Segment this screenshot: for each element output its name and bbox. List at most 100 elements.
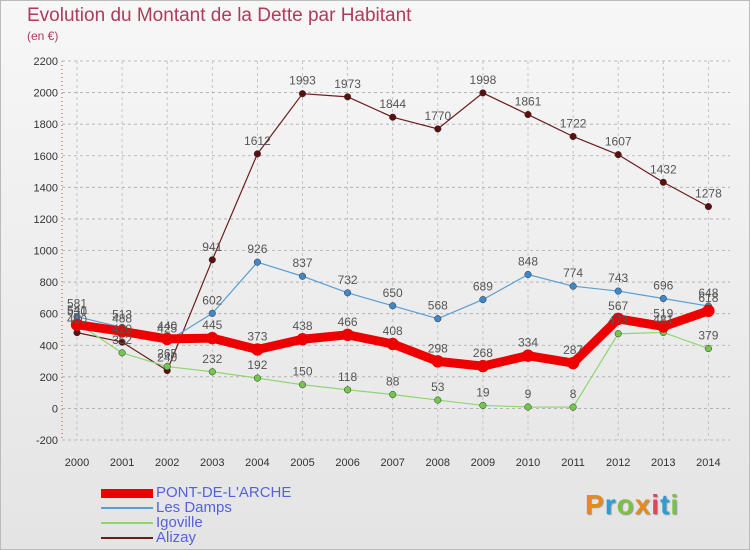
data-label-les-damps: 926: [247, 242, 267, 256]
y-tick-label: 200: [40, 372, 58, 384]
data-point-pont-de-l-arche: [566, 356, 580, 370]
data-label-les-damps: 689: [473, 280, 493, 294]
data-point-les-damps: [434, 315, 442, 323]
data-label-les-damps: 743: [608, 271, 628, 285]
data-label-pont-de-l-arche: 268: [473, 346, 493, 360]
data-point-pont-de-l-arche: [431, 355, 445, 368]
legend-item: Les Damps: [101, 499, 361, 516]
data-point-les-damps: [298, 272, 307, 280]
legend-item: Igoville: [101, 514, 361, 531]
x-tick-label: 2008: [426, 457, 450, 469]
legend-swatch: [101, 488, 153, 498]
series-layer: [70, 89, 715, 411]
data-point-les-damps: [569, 282, 577, 290]
data-label-pont-de-l-arche: 298: [428, 341, 448, 355]
data-point-les-damps: [208, 309, 216, 317]
data-label-les-damps: 650: [383, 286, 403, 300]
data-label-alizay: 1607: [605, 135, 632, 149]
data-point-pont-de-l-arche: [702, 304, 715, 318]
data-point-alizay: [253, 150, 261, 158]
data-point-igoville: [524, 403, 532, 411]
data-label-les-damps: 513: [112, 307, 132, 321]
y-tick-label: 1800: [34, 119, 58, 131]
data-point-alizay: [659, 178, 667, 186]
data-point-les-damps: [659, 294, 667, 303]
data-point-pont-de-l-arche: [611, 312, 625, 326]
data-point-igoville: [208, 368, 216, 376]
data-label-alizay: 240: [157, 351, 177, 365]
data-point-les-damps: [253, 258, 261, 266]
data-label-pont-de-l-arche: 445: [202, 318, 222, 332]
data-label-igoville: 118: [338, 370, 357, 384]
data-point-pont-de-l-arche: [657, 320, 670, 333]
data-point-alizay: [298, 90, 307, 98]
data-label-pont-de-l-arche: 373: [247, 330, 267, 344]
data-point-pont-de-l-arche: [296, 332, 309, 346]
data-label-les-damps: 774: [563, 266, 583, 280]
data-label-les-damps: 602: [202, 293, 222, 307]
data-point-alizay: [389, 113, 397, 121]
y-tick-label: 600: [40, 309, 58, 321]
data-point-alizay: [479, 89, 487, 97]
data-point-pont-de-l-arche: [115, 325, 129, 338]
y-tick-label: 0: [52, 403, 58, 415]
legend-label: Les Damps: [156, 499, 232, 516]
data-label-les-damps: 696: [653, 279, 673, 293]
x-tick-label: 2003: [200, 457, 224, 469]
data-point-igoville: [253, 374, 261, 382]
chart-unit-label: (en €): [27, 29, 59, 43]
data-label-alizay: 420: [112, 322, 132, 336]
x-tick-label: 2002: [155, 457, 179, 469]
data-point-pont-de-l-arche: [341, 328, 354, 342]
data-label-alizay: 1770: [424, 109, 451, 123]
x-tick-label: 2006: [335, 457, 359, 469]
y-tick-label: 2000: [34, 88, 58, 100]
data-point-alizay: [614, 151, 622, 159]
y-tick-label: 1600: [34, 151, 58, 163]
y-tick-label: 1000: [34, 246, 58, 258]
data-label-igoville: 481: [653, 312, 673, 326]
data-point-alizay: [344, 93, 352, 101]
data-point-alizay: [434, 125, 442, 133]
data-label-igoville: 379: [698, 329, 718, 343]
chart-title: Evolution du Montant de la Dette par Hab…: [27, 5, 412, 26]
y-tick-label: 1400: [34, 182, 58, 194]
data-point-igoville: [344, 386, 352, 394]
data-label-alizay: 1844: [379, 97, 406, 111]
data-point-igoville: [614, 330, 622, 338]
data-label-alizay: 1432: [650, 162, 677, 176]
data-point-igoville: [569, 403, 577, 411]
data-point-igoville: [118, 349, 126, 357]
data-label-alizay: 1278: [695, 187, 722, 201]
data-label-igoville: 352: [112, 333, 132, 347]
data-label-igoville: 9: [525, 387, 532, 401]
x-tick-label: 2001: [110, 457, 134, 469]
data-label-pont-de-l-arche: 440: [157, 319, 177, 333]
x-tick-label: 2014: [696, 457, 720, 469]
data-label-pont-de-l-arche: 408: [383, 324, 403, 338]
data-point-pont-de-l-arche: [386, 337, 399, 351]
proxiti-logo: Proxiti: [585, 489, 680, 520]
data-point-alizay: [118, 338, 126, 346]
legend-swatch: [101, 507, 153, 509]
data-point-igoville: [389, 390, 397, 399]
data-point-alizay: [208, 256, 216, 264]
legend-label: Igoville: [156, 514, 203, 531]
data-label-alizay: 1993: [289, 74, 316, 88]
data-label-les-damps: 837: [292, 256, 312, 270]
x-tick-label: 2013: [651, 457, 675, 469]
data-point-les-damps: [479, 296, 487, 304]
legend: PONT-DE-L'ARCHE Les Damps Igoville Alizay: [101, 484, 361, 546]
data-label-pont-de-l-arche: 519: [653, 306, 673, 320]
data-point-igoville: [434, 396, 442, 404]
legend-swatch: [101, 522, 153, 524]
data-label-les-damps: 648: [698, 286, 718, 300]
y-axis-ticks: -200 0 200 400 600 800 1000 1200 1400 1600 1800 200…: [34, 56, 58, 447]
data-label-les-damps: 581: [67, 297, 87, 311]
y-tick-label: -200: [36, 435, 58, 447]
y-tick-label: 2200: [34, 56, 58, 68]
data-label-alizay: 1612: [244, 134, 271, 148]
legend-item: PONT-DE-L'ARCHE: [101, 484, 361, 501]
